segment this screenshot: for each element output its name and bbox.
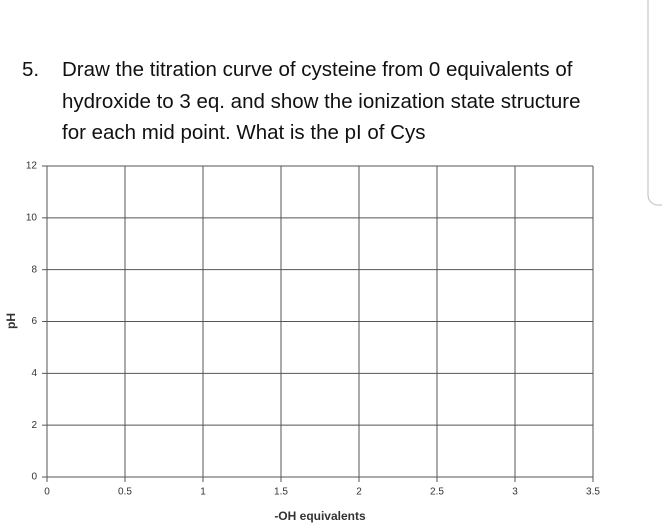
question-line: hydroxide to 3 eq. and show the ionizati… (62, 89, 581, 113)
side-panel-edge (647, 0, 662, 206)
x-axis-label: -OH equivalents (274, 509, 366, 523)
question-number: 5. (22, 58, 40, 81)
question-line: for each mid point. What is the pI of Cy… (62, 121, 426, 144)
x-tick-label: 3.5 (586, 487, 600, 498)
question-line: Draw the titration curve of cysteine fro… (62, 58, 573, 81)
y-tick-label: 2 (31, 420, 37, 431)
x-tick-label: 2.5 (430, 487, 444, 498)
y-tick-label: 4 (31, 368, 37, 379)
y-tick-label: 12 (26, 161, 38, 172)
x-tick-label: 0 (44, 487, 50, 498)
question-text: Draw the titration curve of cysteine fro… (62, 54, 581, 149)
x-tick-label: 3 (512, 487, 518, 498)
y-tick-label: 0 (31, 472, 37, 483)
x-tick-label: 1.5 (274, 487, 288, 498)
y-axis-label: pH (4, 313, 18, 329)
x-tick-label: 1 (200, 487, 206, 498)
y-tick-label: 8 (31, 264, 37, 275)
y-tick-label: 10 (26, 212, 38, 223)
x-tick-label: 0.5 (118, 487, 132, 498)
x-tick-label: 2 (356, 487, 362, 498)
y-tick-label: 6 (31, 316, 37, 327)
